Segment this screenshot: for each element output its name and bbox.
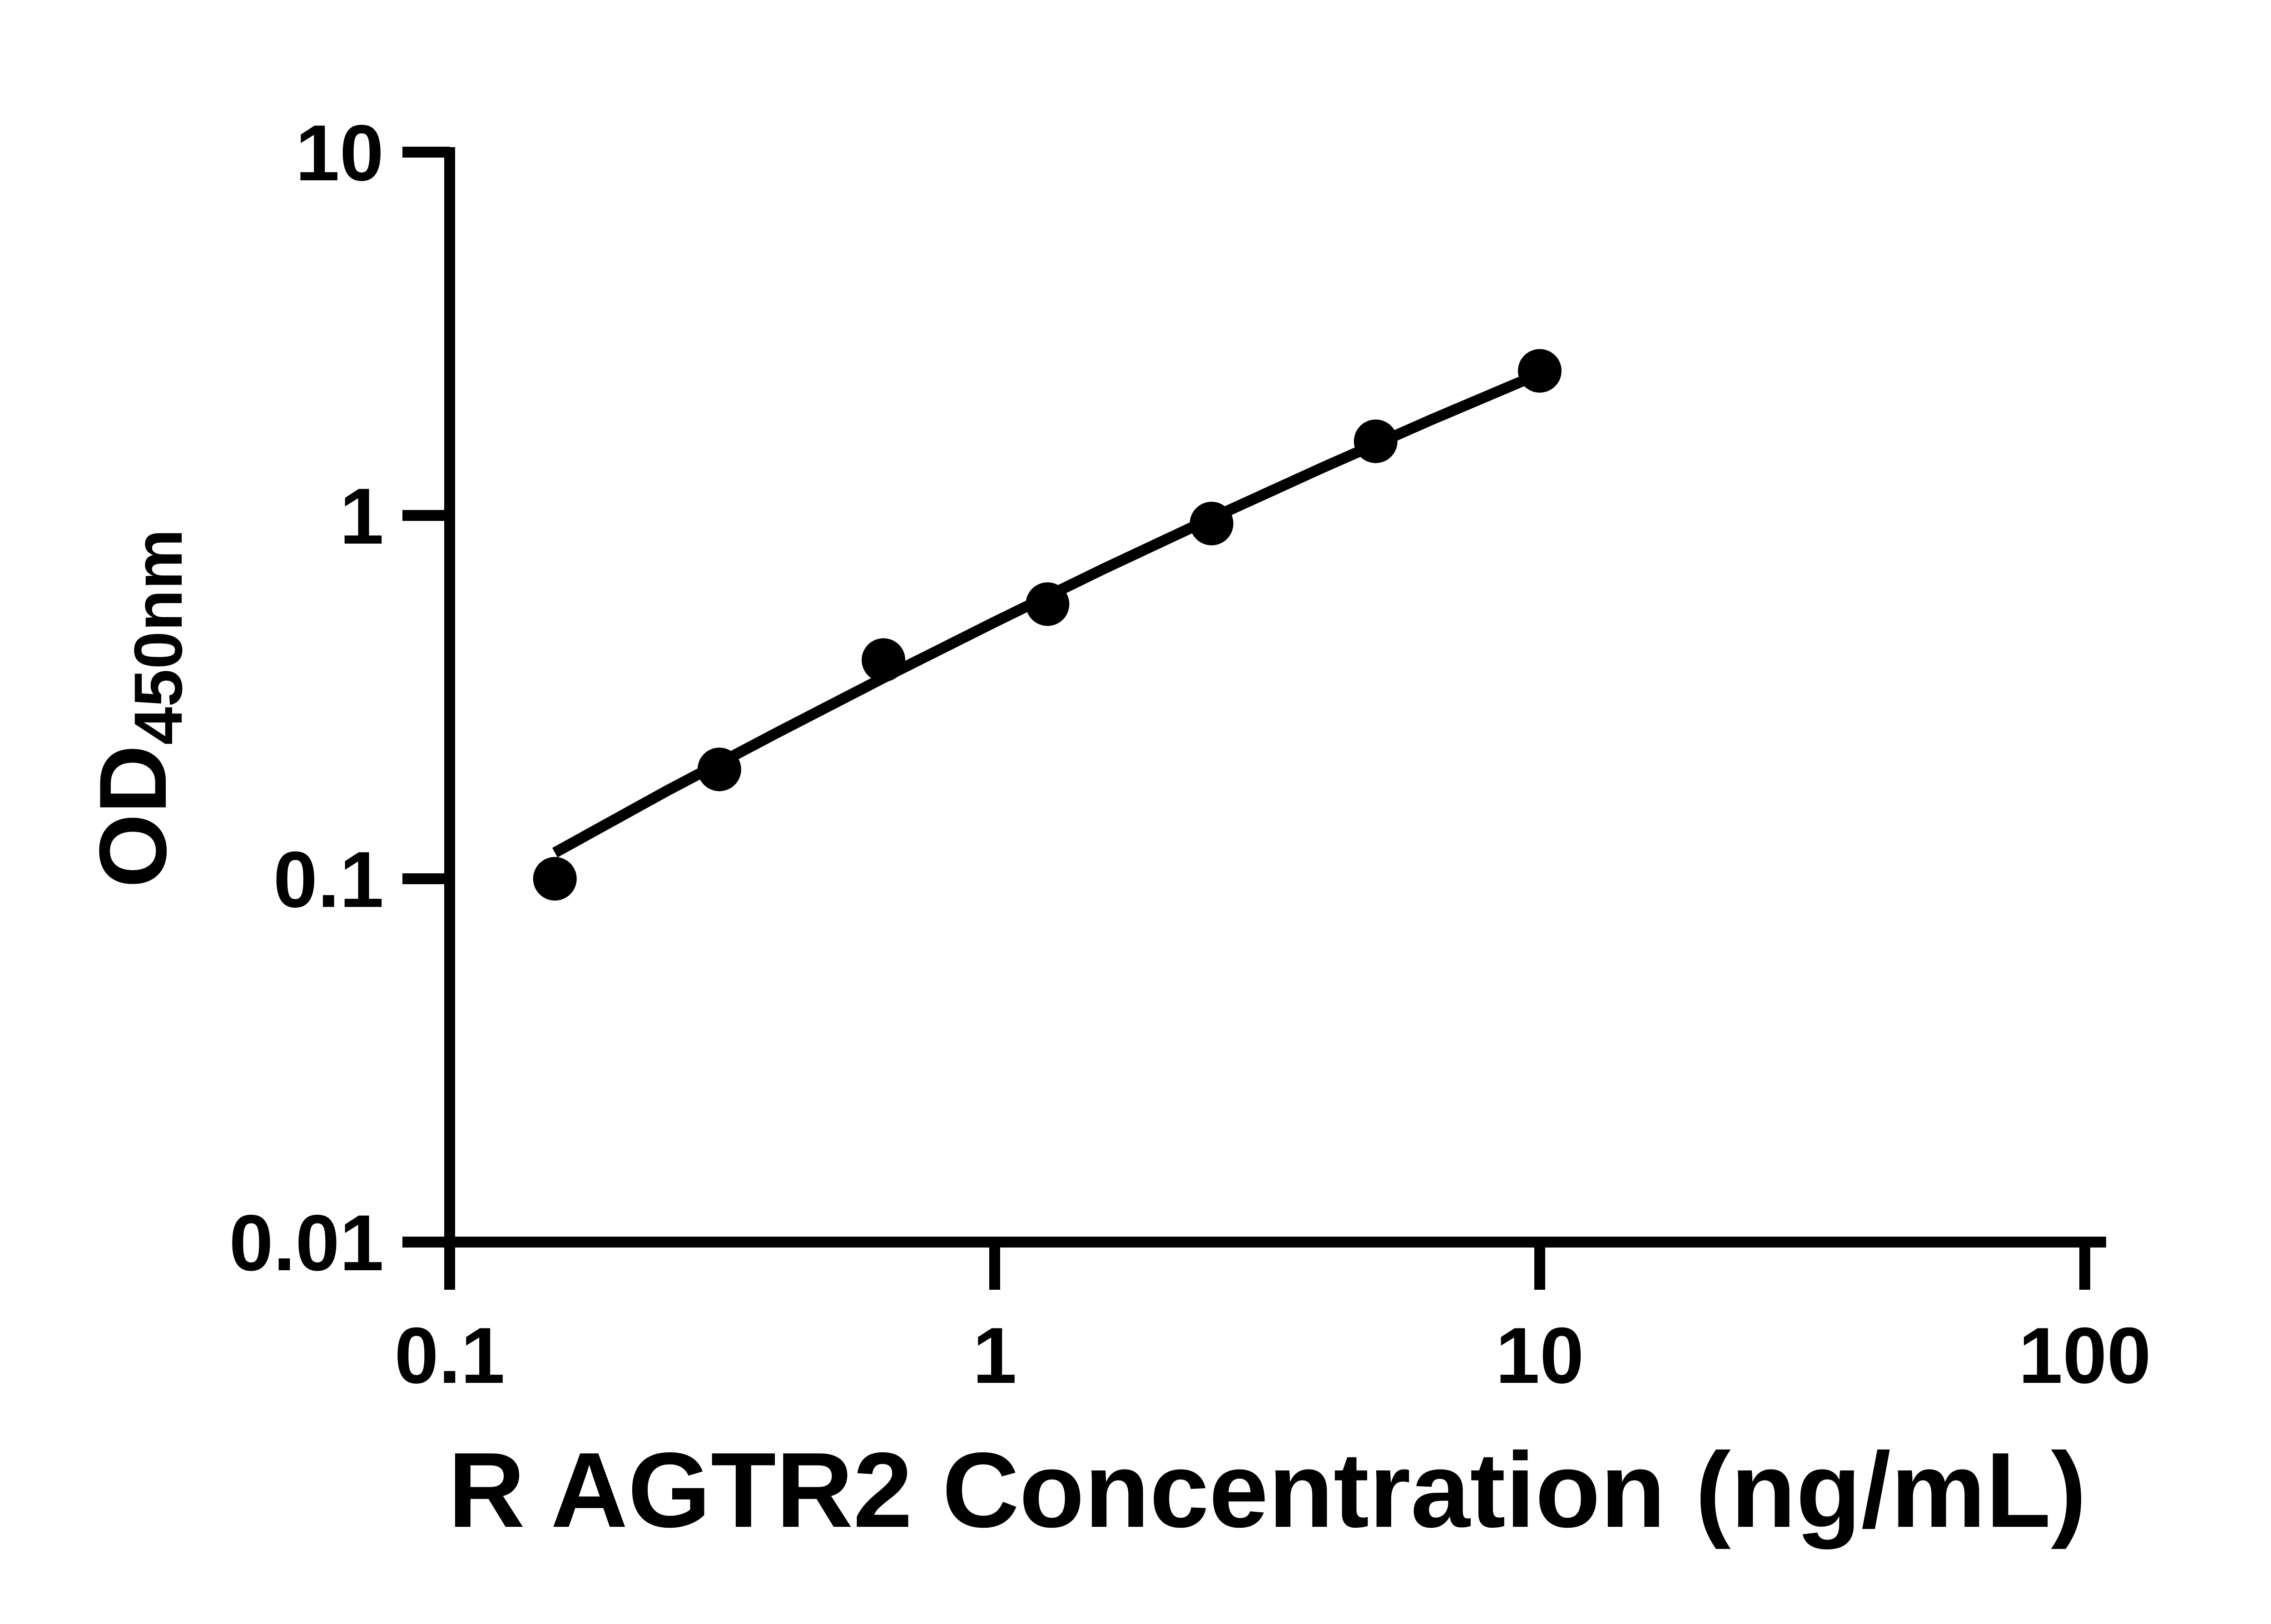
- x-tick-label: 1: [972, 1312, 1016, 1400]
- y-tick-label: 10: [295, 109, 384, 198]
- x-tick-label: 100: [2018, 1312, 2151, 1400]
- y-axis-title-subscript: 450nm: [120, 529, 196, 745]
- y-tick-label: 1: [340, 472, 384, 561]
- x-tick-label: 10: [1496, 1312, 1584, 1400]
- data-point-marker: [1026, 582, 1070, 626]
- data-point-marker: [1518, 349, 1562, 393]
- x-axis-title: R AGTR2 Concentration (ng/mL): [448, 1430, 2087, 1550]
- y-axis-title: OD450nm: [79, 529, 196, 888]
- data-point-marker: [862, 638, 906, 682]
- axes: [444, 147, 2106, 1248]
- data-points: [533, 349, 1562, 901]
- data-point-marker: [1190, 501, 1234, 545]
- data-point-marker: [1354, 419, 1398, 463]
- x-axis-ticks: 0.1 1 10 100: [394, 1242, 2151, 1400]
- data-point-marker: [533, 857, 577, 901]
- y-tick-label: 0.1: [273, 836, 384, 924]
- y-axis-ticks: 10 1 0.1 0.01: [229, 109, 450, 1287]
- y-tick-label: 0.01: [229, 1199, 384, 1287]
- y-axis-title-base: OD: [79, 745, 186, 888]
- x-tick-label: 0.1: [394, 1312, 505, 1400]
- data-point-marker: [697, 748, 741, 792]
